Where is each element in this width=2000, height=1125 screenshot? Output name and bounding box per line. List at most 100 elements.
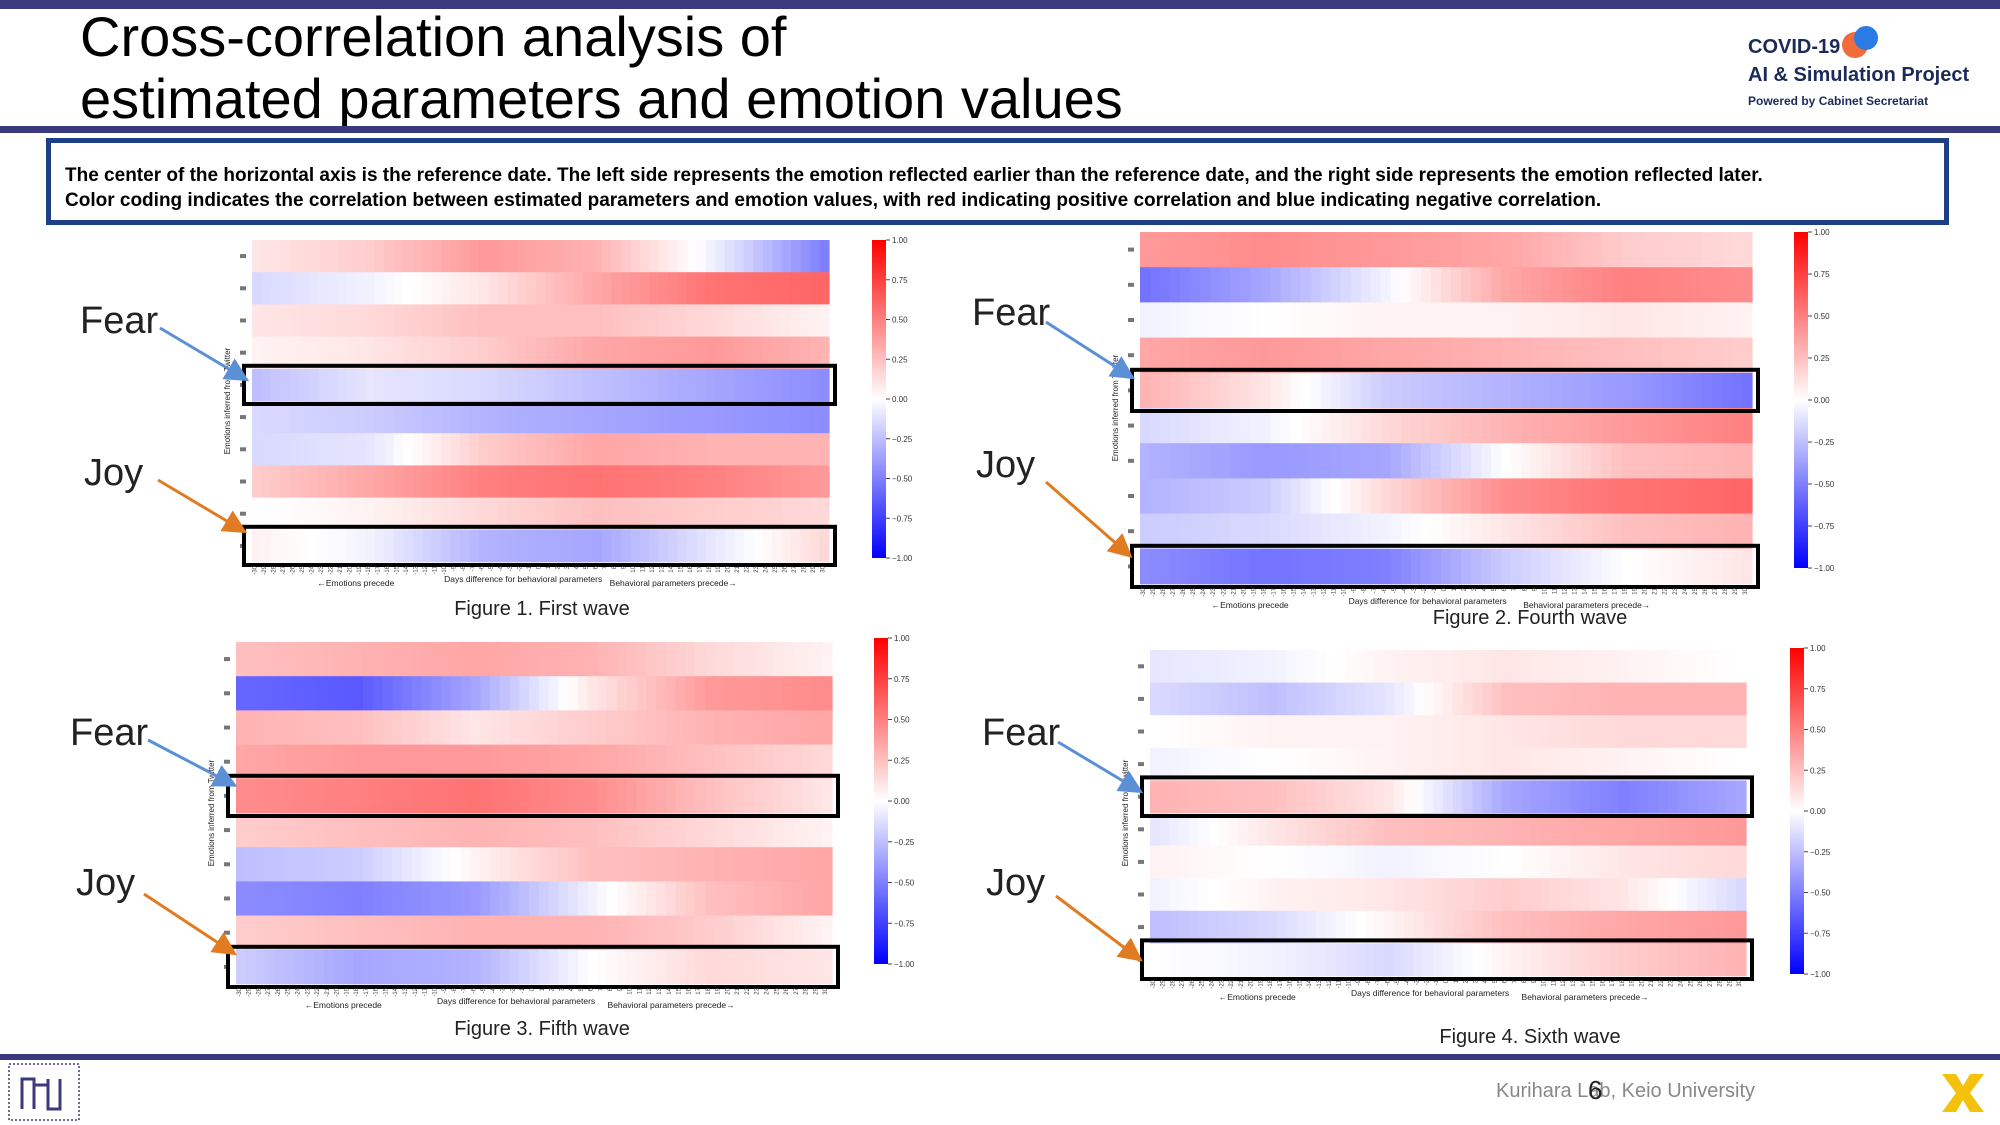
heatmap-cell (772, 336, 783, 370)
heatmap-cell (753, 915, 765, 951)
heatmap-cell (431, 813, 442, 848)
heatmap-cell (1628, 845, 1640, 879)
heatmap-cell (1741, 337, 1753, 374)
heatmap-cell (1433, 910, 1444, 944)
heatmap-cell (356, 529, 367, 563)
heatmap-cell (1472, 780, 1483, 814)
heatmap-cell (639, 240, 650, 273)
heatmap-cell (1443, 747, 1454, 781)
heatmap-cell (422, 240, 433, 273)
x-tick-label: 0 (1442, 587, 1448, 591)
heatmap-cell (592, 401, 603, 434)
heatmap-cell (1641, 232, 1653, 268)
heatmap-cell (822, 915, 833, 951)
heatmap-cell (480, 676, 491, 711)
x-axis-label-left: ←Emotions precede (305, 1000, 382, 1010)
heatmap-cell (656, 881, 667, 916)
heatmap-cell (1179, 943, 1190, 977)
heatmap-cell (763, 744, 774, 780)
heatmap-cell (1599, 910, 1610, 944)
heatmap-cell (800, 465, 811, 498)
heatmap-cell (1711, 443, 1723, 479)
x-tick-label: 4 (1483, 979, 1489, 983)
x-tick-label: 16 (688, 565, 694, 572)
heatmap-cell (1374, 910, 1386, 944)
heatmap-cell (1550, 682, 1561, 716)
heatmap-cell (507, 529, 518, 563)
heatmap-cell (1638, 813, 1649, 846)
heatmap-cell (753, 813, 765, 848)
heatmap-cell (384, 368, 395, 402)
heatmap-cell (1611, 337, 1623, 374)
heatmap-cell (1540, 682, 1552, 716)
heatmap-cell (1364, 910, 1376, 944)
heatmap-cell (1220, 337, 1231, 374)
row-label-marker (240, 286, 246, 291)
heatmap-cell (665, 778, 677, 814)
heatmap-cell (626, 744, 638, 780)
x-tick-label: -4 (499, 565, 505, 571)
heatmap-cell (1521, 715, 1532, 749)
heatmap-cell (1335, 715, 1347, 749)
colorbar-tick-label: −0.50 (1810, 889, 1831, 898)
heatmap-cell (1180, 372, 1191, 409)
heatmap-cell (1731, 408, 1743, 444)
heatmap-cell (548, 915, 560, 951)
x-tick-label: -17 (364, 987, 370, 996)
colorbar-tick-label: 0.75 (1810, 685, 1826, 694)
heatmap-cells (1150, 650, 1747, 977)
heatmap-cell (365, 529, 376, 563)
heatmap-cell (1345, 845, 1356, 879)
x-tick-label: 5 (579, 987, 585, 991)
heatmap-cell (1247, 910, 1259, 944)
heatmap-cell (1208, 878, 1219, 912)
heatmap-cell (1481, 548, 1492, 585)
x-tick-label: -19 (1258, 979, 1264, 988)
heatmap-cell (626, 847, 638, 882)
heatmap-cell (1316, 910, 1327, 944)
x-tick-label: -4 (1405, 979, 1411, 985)
x-tick-label: -1 (520, 987, 526, 993)
heatmap-cell (299, 240, 310, 273)
heatmap-cell (1648, 878, 1659, 912)
heatmap-cell (1370, 478, 1382, 514)
x-tick-label: -18 (1261, 587, 1267, 596)
heatmap-cell (1280, 548, 1292, 585)
heatmap-cell (695, 813, 706, 848)
heatmap-cell (704, 642, 716, 677)
heatmap-cell (800, 433, 811, 466)
x-tick-label: -3 (1415, 979, 1421, 985)
heatmap-cell (658, 497, 669, 531)
heatmap-cell (1247, 943, 1259, 977)
heatmap-cell (294, 847, 305, 882)
heatmap-cell (773, 778, 784, 814)
heatmap-cell (318, 240, 329, 273)
heatmap-cell (374, 529, 386, 563)
heatmap-cell (1691, 513, 1703, 550)
row-label-marker (1138, 762, 1144, 767)
heatmap-cell (548, 949, 560, 985)
heatmap-cell (441, 401, 452, 434)
heatmap-cell (639, 401, 650, 434)
heatmap-cell (1384, 650, 1395, 683)
heatmap-cell (1380, 443, 1392, 479)
heatmap-cell (1521, 443, 1532, 479)
heatmap-cell (236, 744, 247, 780)
heatmap-cell (630, 529, 641, 563)
colorbar-tick-label: 0.50 (1814, 312, 1830, 321)
x-tick-label: -15 (1292, 587, 1298, 596)
heatmap-cell (535, 304, 546, 337)
heatmap-cell (656, 710, 667, 745)
heatmap-cell (1240, 548, 1251, 585)
heatmap-cell (497, 304, 508, 337)
heatmap-cell (1237, 650, 1249, 683)
heatmap-cell (509, 881, 520, 916)
heatmap-cell (1661, 267, 1673, 303)
heatmap-cell (392, 744, 403, 780)
heatmap-cell (1280, 443, 1292, 479)
heatmap-cell (1410, 302, 1422, 338)
heatmap-cell (677, 272, 688, 305)
heatmap-cell (1345, 780, 1356, 814)
x-tick-label: -15 (383, 987, 389, 996)
